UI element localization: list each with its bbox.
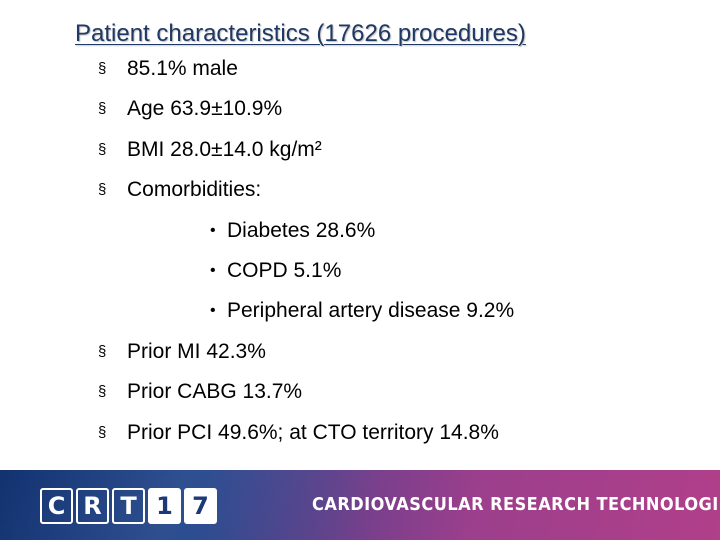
bullet-marker-icon: § — [98, 383, 107, 401]
list-item: § Prior PCI 49.6%; at CTO territory 14.8… — [0, 413, 720, 453]
crt-logo: C R T 1 7 — [40, 488, 217, 524]
bullet-list: § 85.1% male § Age 63.9±10.9% § BMI 28.0… — [0, 49, 720, 453]
slide-title: Patient characteristics (17626 procedure… — [75, 20, 526, 47]
sub-bullet-icon: • — [210, 261, 216, 279]
logo-letter-c: C — [40, 488, 73, 524]
list-item-text: BMI 28.0±14.0 kg/m² — [127, 137, 322, 161]
list-item-text: Age 63.9±10.9% — [127, 97, 283, 121]
logo-digit-7: 7 — [184, 488, 217, 524]
list-item-text: Comorbidities: — [127, 178, 262, 202]
list-item: § Comorbidities: — [0, 170, 720, 210]
logo-letter-r: R — [76, 488, 109, 524]
sub-list-item: • Peripheral artery disease 9.2% — [0, 291, 720, 331]
logo-digit-1: 1 — [148, 488, 181, 524]
list-item-text: 85.1% male — [127, 57, 238, 80]
bullet-marker-icon: § — [98, 423, 107, 441]
sub-list-item: • COPD 5.1% — [0, 251, 720, 291]
bullet-marker-icon: § — [98, 140, 107, 158]
sub-list-item: • Diabetes 28.6% — [0, 211, 720, 251]
list-item: § 85.1% male — [0, 49, 720, 89]
list-item-text: Prior CABG 13.7% — [127, 380, 303, 404]
list-item: § Prior MI 42.3% — [0, 332, 720, 372]
sub-bullet-icon: • — [210, 302, 216, 320]
list-item-text: Prior MI 42.3% — [127, 339, 266, 363]
list-item: § Prior CABG 13.7% — [0, 372, 720, 412]
sub-list-item-text: COPD 5.1% — [227, 258, 342, 282]
bullet-marker-icon: § — [98, 100, 107, 118]
list-item: § BMI 28.0±14.0 kg/m² — [0, 130, 720, 170]
bullet-marker-icon: § — [98, 60, 107, 77]
bullet-marker-icon: § — [98, 342, 107, 360]
list-item: § Age 63.9±10.9% — [0, 89, 720, 129]
sub-bullet-icon: • — [210, 221, 216, 239]
logo-letter-t: T — [112, 488, 145, 524]
list-item-text: Prior PCI 49.6%; at CTO territory 14.8% — [127, 420, 499, 444]
sub-list-item-text: Peripheral artery disease 9.2% — [227, 299, 515, 323]
sub-list-item-text: Diabetes 28.6% — [227, 218, 376, 242]
footer-banner — [0, 470, 720, 540]
footer-tagline: CARDIOVASCULAR RESEARCH TECHNOLOGIES — [312, 494, 720, 515]
bullet-marker-icon: § — [98, 181, 107, 199]
